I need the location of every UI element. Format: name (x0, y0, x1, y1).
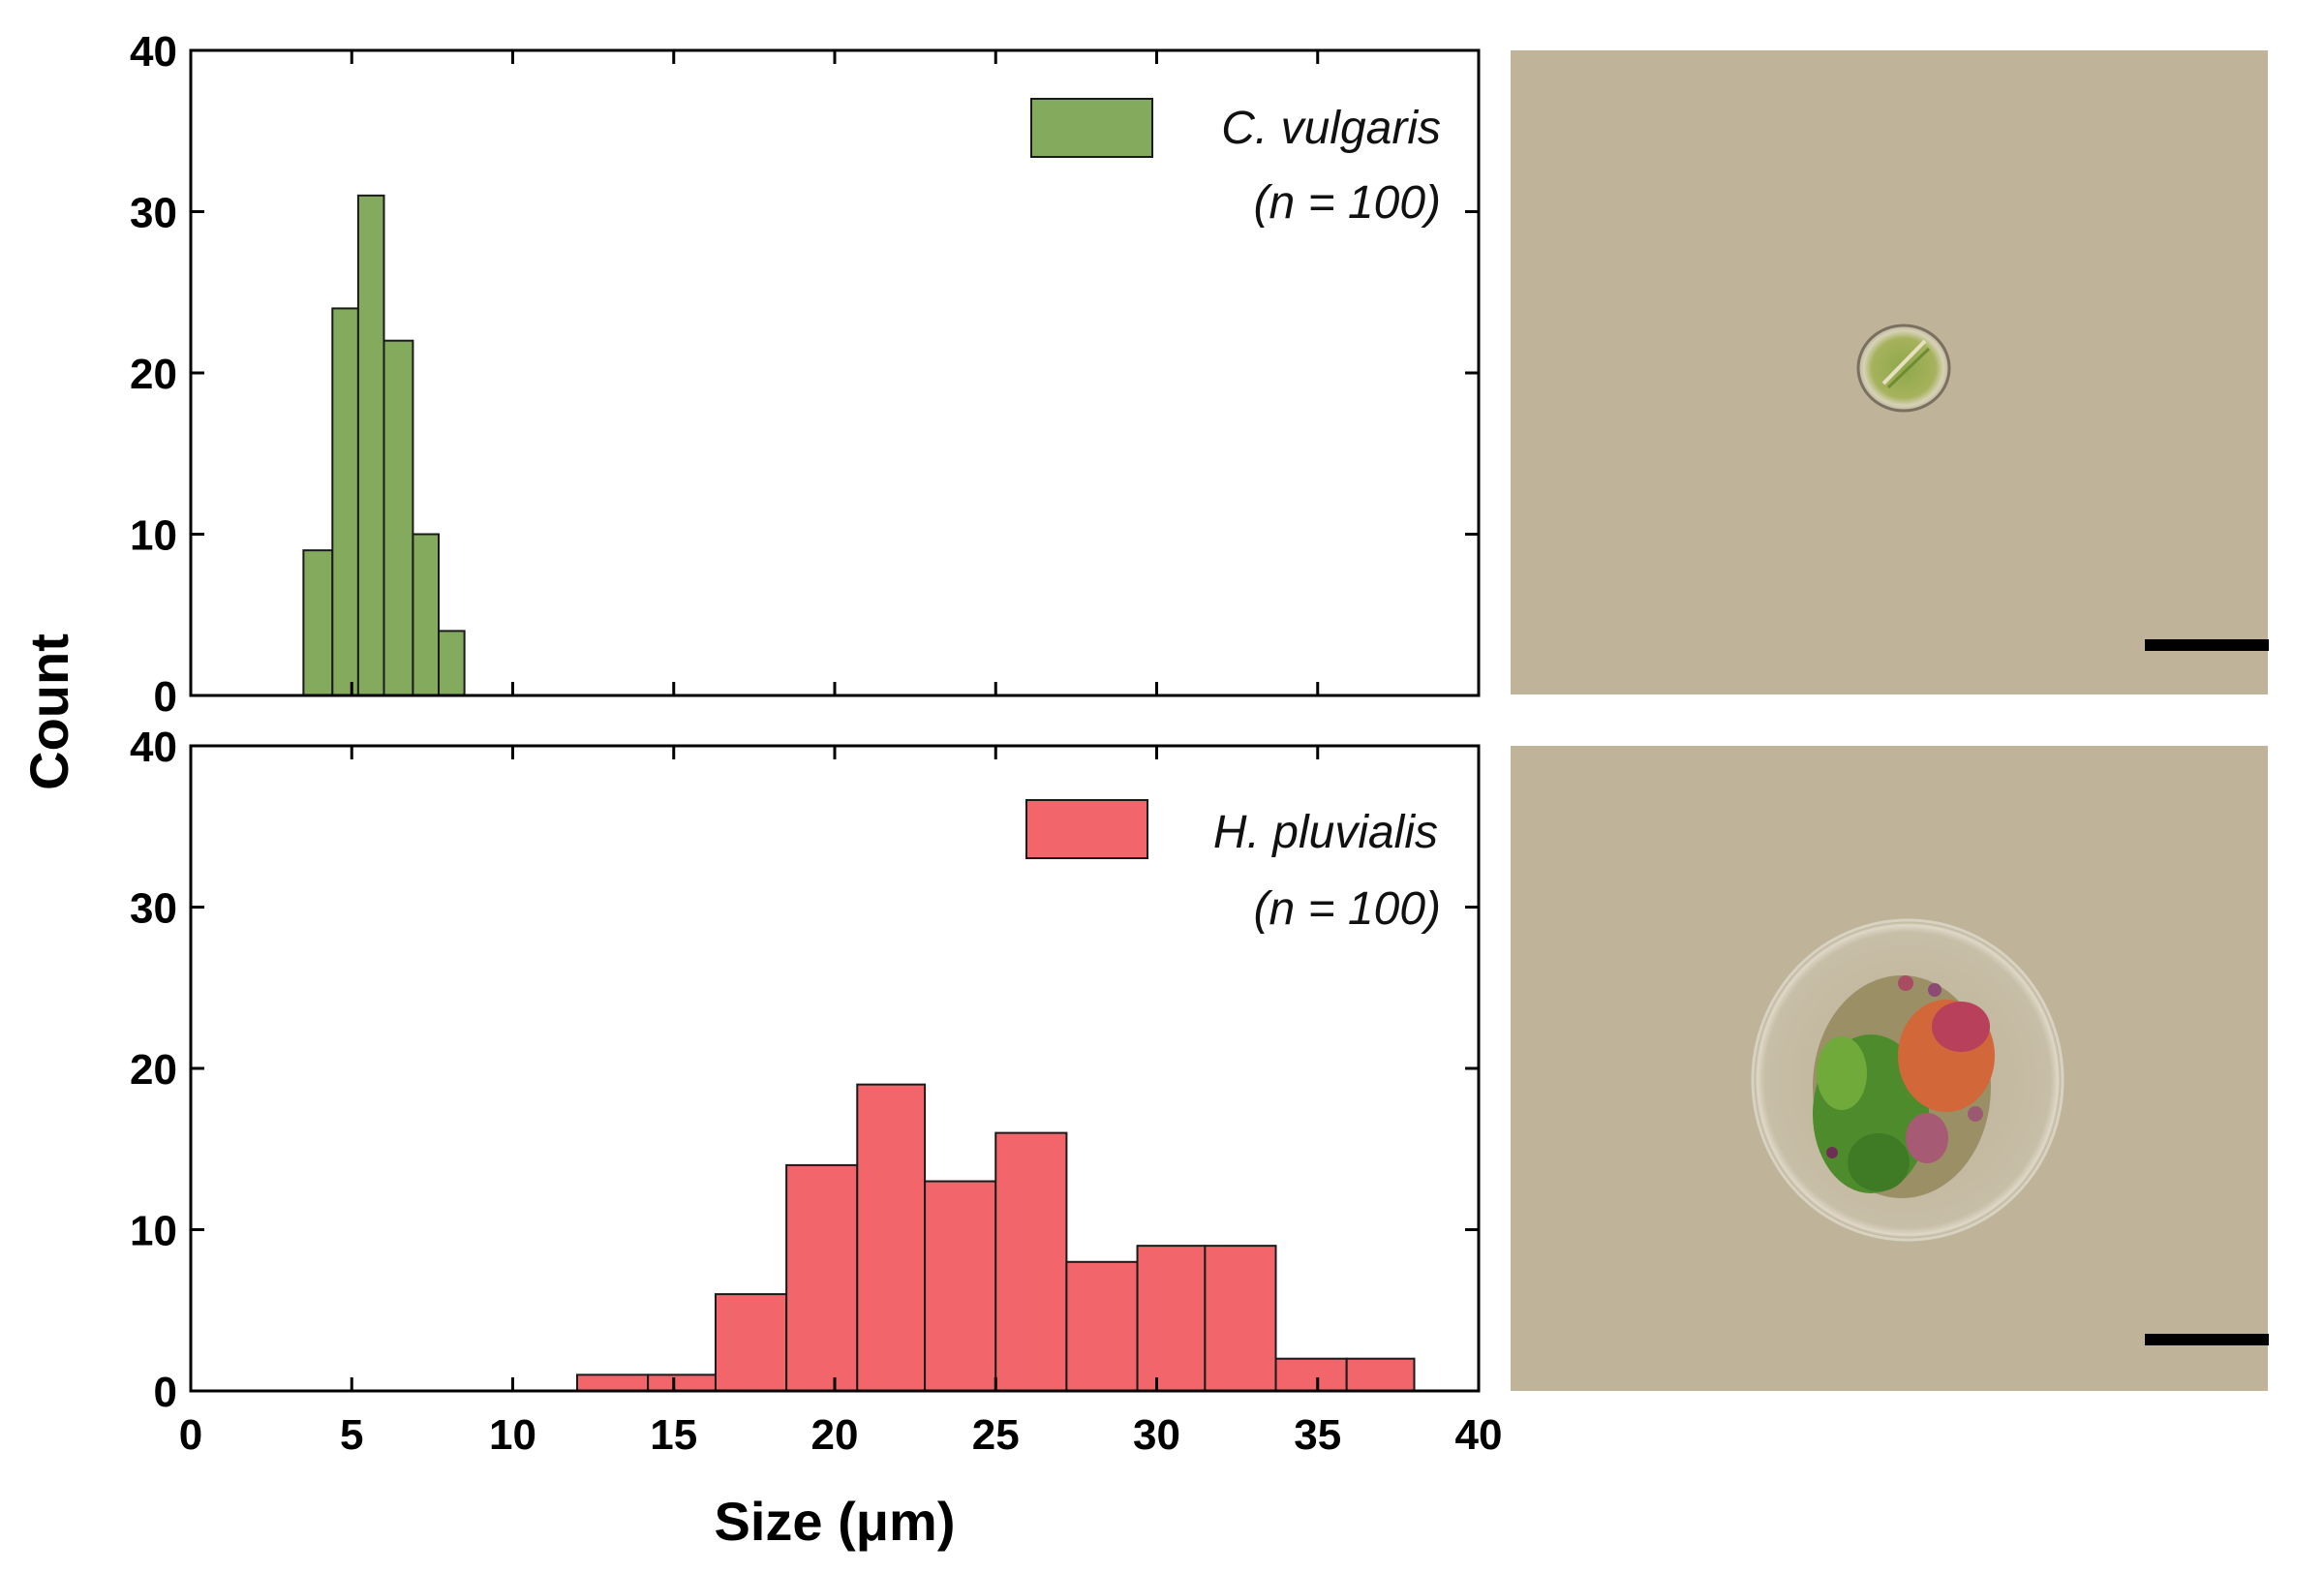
x-tick-label-6: 30 (1133, 1411, 1180, 1459)
bar-top-0 (302, 549, 334, 697)
bar-bottom-2 (714, 1293, 788, 1392)
x-tick-labels: 0 5 10 15 20 25 30 35 40 (179, 1411, 1503, 1459)
x-tick-label-7: 35 (1294, 1411, 1341, 1459)
y-tick-label-bottom-3: 30 (130, 885, 177, 933)
ticks-bottom (189, 744, 1481, 1393)
y-tick-label-top-0: 0 (154, 673, 177, 721)
bar-bottom-0 (576, 1373, 650, 1392)
x-tick-label-4: 20 (811, 1411, 859, 1459)
ticks-top (189, 48, 1481, 697)
bar-top-1 (331, 307, 359, 696)
granule-4 (1826, 1147, 1838, 1158)
bars-bottom (576, 1083, 1416, 1393)
y-tick-label-top-3: 30 (130, 190, 177, 237)
y-tick-label-bottom-2: 20 (130, 1046, 177, 1094)
y-tick-label-bottom-4: 40 (130, 724, 177, 771)
chloroplast-highlight (1817, 1036, 1867, 1110)
bar-bottom-4 (856, 1083, 927, 1393)
x-tick-label-0: 0 (179, 1411, 202, 1459)
x-tick-label-2: 10 (489, 1411, 536, 1459)
legend-swatch-c-vulgaris (1030, 98, 1153, 158)
x-tick-label-3: 15 (650, 1411, 697, 1459)
x-axis-title: Size (μm) (715, 1491, 956, 1552)
bar-bottom-10 (1274, 1357, 1348, 1392)
bar-bottom-6 (994, 1131, 1068, 1392)
cell-wall-c-vulgaris (1856, 324, 1951, 413)
granule-2 (1928, 983, 1942, 997)
bar-bottom-1 (647, 1373, 717, 1392)
bar-bottom-5 (924, 1180, 997, 1393)
bar-bottom-3 (785, 1163, 859, 1393)
x-tick-label-8: 40 (1455, 1411, 1503, 1459)
legend-label-c-vulgaris: C. vulgaris (1221, 103, 1441, 154)
y-axis-title: Count (18, 633, 79, 790)
astaxanthin-dark (1932, 1002, 1990, 1052)
bar-top-4 (412, 533, 441, 696)
y-tick-label-top-4: 40 (130, 28, 177, 76)
micrograph-h-pluvialis (1511, 746, 2269, 1391)
y-tick-label-top-1: 10 (130, 512, 177, 560)
cell-detail-stroke-2 (1886, 347, 1931, 389)
bar-top-2 (356, 194, 385, 697)
bar-top-5 (438, 630, 466, 697)
bar-top-3 (382, 339, 414, 696)
y-tick-label-bottom-1: 10 (130, 1208, 177, 1255)
y-tick-label-bottom-0: 0 (154, 1369, 177, 1416)
scale-bar-bottom (2145, 1334, 2269, 1345)
granule-3 (1968, 1106, 1983, 1122)
chloroplast-dark (1848, 1133, 1910, 1191)
y-tick-label-top-2: 20 (130, 351, 177, 398)
y-tick-labels-top: 0 10 20 30 40 (130, 28, 177, 721)
legend-label-h-pluvialis: H. pluvialis (1213, 807, 1438, 858)
y-tick-labels-bottom: 0 10 20 30 40 (130, 724, 177, 1416)
x-tick-label-5: 25 (972, 1411, 1020, 1459)
granule-1 (1898, 975, 1913, 991)
cell-envelope-h-pluvialis (1751, 918, 2064, 1242)
scale-bar-top (2145, 639, 2269, 651)
cell-c-vulgaris (1858, 325, 1949, 411)
bar-bottom-7 (1065, 1260, 1139, 1393)
bar-bottom-8 (1136, 1245, 1207, 1393)
x-tick-label-1: 5 (340, 1411, 363, 1459)
legend-n-c-vulgaris: (n = 100) (1254, 177, 1441, 229)
micrograph-c-vulgaris (1511, 50, 2269, 694)
bars-top (302, 194, 466, 697)
bar-bottom-9 (1204, 1245, 1277, 1393)
cell-detail-stroke (1881, 339, 1927, 386)
bar-bottom-11 (1345, 1357, 1416, 1392)
legend-swatch-h-pluvialis (1025, 799, 1148, 859)
histogram-top-panel: 0 10 20 30 40 C. vulgaris (n = 100) (130, 28, 1481, 721)
legend-n-h-pluvialis: (n = 100) (1254, 883, 1441, 935)
pigment-spot (1906, 1113, 1948, 1163)
